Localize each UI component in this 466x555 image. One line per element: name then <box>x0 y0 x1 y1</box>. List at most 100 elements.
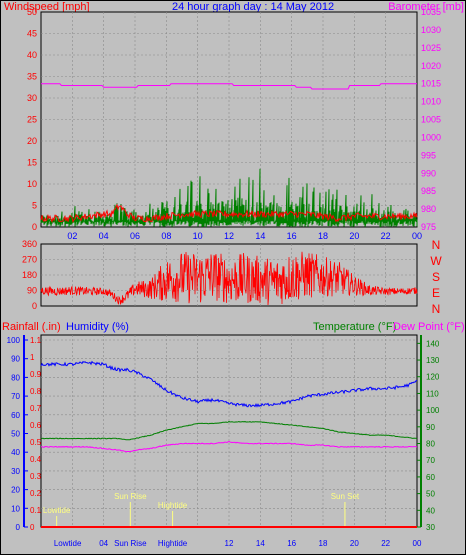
temperature-tick-label: 130 <box>426 356 440 365</box>
barometer-tick-label: 1030 <box>421 25 441 35</box>
humidity-tick-label: 50 <box>11 430 20 439</box>
direction-tick-label: 90 <box>27 286 37 296</box>
temperature-line <box>40 420 418 441</box>
wind-x-tick-label: 02 <box>67 231 77 241</box>
humidity-tick-label: 30 <box>11 467 20 476</box>
wind-x-tick-label: 00 <box>412 231 422 241</box>
wind-x-tick-label: 16 <box>287 231 297 241</box>
compass-label-w: W <box>430 254 442 268</box>
humidity-tick-label: 10 <box>11 504 20 513</box>
rainfall-tick-label: 0.3 <box>30 472 42 481</box>
barometer-tick-label: 1005 <box>421 115 441 125</box>
barometer-tick-label: 975 <box>421 222 436 232</box>
barometer-tick-label: 980 <box>421 204 436 214</box>
humidity-tick-label: 60 <box>11 411 20 420</box>
rainfall-tick-label: 0.7 <box>30 404 42 413</box>
rainfall-tick-label: 1.1 <box>30 336 42 345</box>
windspeed-tick-label: 40 <box>27 50 37 60</box>
barometer-tick-label: 1025 <box>421 43 441 53</box>
windspeed-tick-label: 30 <box>27 93 37 103</box>
barometer-tick-label: 1010 <box>421 97 441 107</box>
compass-label-e: E <box>432 286 440 300</box>
humidity-tick-label: 80 <box>11 373 20 382</box>
temperature-tick-label: 30 <box>426 523 435 532</box>
rainfall-tick-label: 0.5 <box>30 438 42 447</box>
humidity-line <box>40 360 418 408</box>
humidity-tick-label: 90 <box>11 355 20 364</box>
rainfall-tick-label: 0.9 <box>30 370 42 379</box>
barometer-tick-label: 995 <box>421 150 436 160</box>
dewpoint-axis-label: Dew Point (°F) <box>393 321 465 333</box>
direction-tick-label: 180 <box>22 270 37 280</box>
compass-label-s: S <box>432 270 440 284</box>
rainfall-axis-label: Rainfall (.in) <box>2 321 61 333</box>
dewpoint-line <box>41 440 418 453</box>
windspeed-tick-label: 45 <box>27 29 37 39</box>
climate-x-tick-label: 22 <box>381 539 390 548</box>
wind-x-tick-label: 20 <box>349 231 359 241</box>
wind-direction-line <box>40 251 418 306</box>
windspeed-tick-label: 20 <box>27 136 37 146</box>
temperature-tick-label: 80 <box>426 440 435 449</box>
barometer-tick-label: 990 <box>421 168 436 178</box>
windspeed-tick-label: 35 <box>27 72 37 82</box>
climate-x-tick-label: 04 <box>99 539 108 548</box>
barometer-axis-label: Barometer [mb] <box>388 1 464 13</box>
windspeed-tick-label: 15 <box>27 158 37 168</box>
rainfall-tick-label: 0.6 <box>30 421 42 430</box>
rainfall-tick-label: 1 <box>30 353 35 362</box>
temperature-tick-label: 50 <box>426 490 435 499</box>
rainfall-tick-label: 0 <box>30 523 35 532</box>
rainfall-tick-label: 0.8 <box>30 387 42 396</box>
wind-x-tick-label: 06 <box>130 231 140 241</box>
temperature-tick-label: 110 <box>426 389 439 398</box>
temperature-tick-label: 100 <box>426 406 440 415</box>
event-marker-label: Sun Set <box>331 492 360 501</box>
data-series <box>40 83 418 528</box>
temperature-tick-label: 120 <box>426 373 440 382</box>
direction-tick-label: 270 <box>22 255 37 265</box>
temperature-tick-label: 70 <box>426 456 435 465</box>
climate-x-tick-label: 18 <box>319 539 328 548</box>
windspeed-tick-label: 0 <box>32 222 37 232</box>
climate-x-tick-label: 16 <box>287 539 296 548</box>
climate-x-tick-label: Hightide <box>158 539 188 548</box>
rainfall-tick-label: 0.2 <box>30 489 42 498</box>
windspeed-tick-label: 25 <box>27 115 37 125</box>
barometer-tick-label: 1000 <box>421 132 441 142</box>
climate-x-tick-label: Sun Rise <box>114 539 147 548</box>
windspeed-tick-label: 5 <box>32 201 37 211</box>
windspeed-line <box>40 203 418 224</box>
climate-x-tick-label: 00 <box>413 539 422 548</box>
event-marker-label: Sun Rise <box>114 492 147 501</box>
climate-x-tick-label: Lowtide <box>54 539 82 548</box>
wind-x-tick-label: 10 <box>193 231 203 241</box>
humidity-tick-label: 0 <box>16 523 21 532</box>
windspeed-tick-label: 10 <box>27 179 37 189</box>
wind-x-tick-label: 08 <box>161 231 171 241</box>
wind-x-tick-label: 04 <box>99 231 109 241</box>
humidity-tick-label: 40 <box>11 448 20 457</box>
axis-labels: 0510152025303540455097598098599099510001… <box>7 7 441 548</box>
barometer-tick-label: 1020 <box>421 61 441 71</box>
climate-x-tick-label: 14 <box>256 539 265 548</box>
graph-title: 24 hour graph day : 14 May 2012 <box>172 1 334 13</box>
direction-tick-label: 0 <box>32 301 37 311</box>
temperature-tick-label: 60 <box>426 473 435 482</box>
barometer-tick-label: 1015 <box>421 79 441 89</box>
windspeed-axis-label: Windspeed [mph] <box>4 1 90 13</box>
windspeed-tick-label: 50 <box>27 7 37 17</box>
barometer-line <box>41 83 417 90</box>
wind-x-tick-label: 18 <box>318 231 328 241</box>
climate-x-tick-label: 20 <box>350 539 359 548</box>
wind-x-tick-label: 12 <box>224 231 234 241</box>
rainfall-tick-label: 0.1 <box>30 506 42 515</box>
wind-x-tick-label: 22 <box>381 231 391 241</box>
temperature-axis-label: Temperature (°F) <box>313 321 396 333</box>
wind-x-tick-label: 14 <box>255 231 265 241</box>
humidity-tick-label: 70 <box>11 392 20 401</box>
temperature-tick-label: 40 <box>426 506 435 515</box>
humidity-axis-label: Humidity (%) <box>66 321 129 333</box>
